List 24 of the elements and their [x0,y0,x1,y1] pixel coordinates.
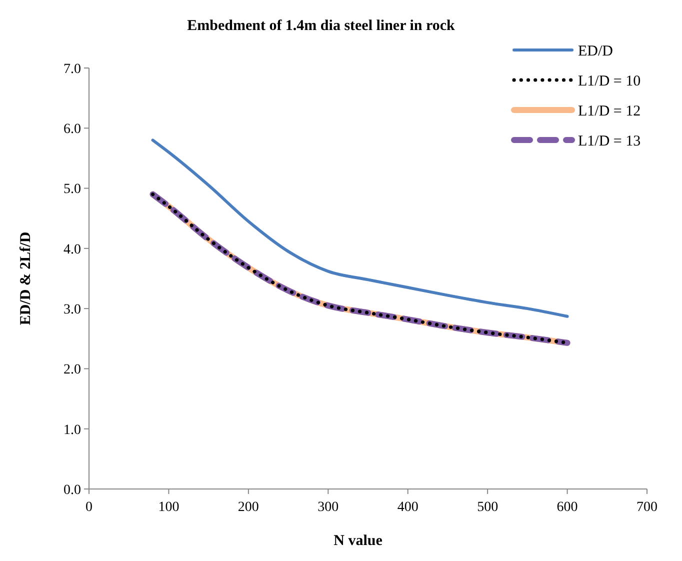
x-tick-label: 700 [636,500,658,515]
x-tick-label: 0 [86,500,92,515]
y-tick-label: 1.0 [64,422,81,438]
chart-title: Embedment of 1.4m dia steel liner in rock [187,18,456,34]
x-tick-label: 300 [318,500,339,515]
x-tick-label: 600 [556,500,578,515]
legend-label: L1/D = 12 [578,103,641,120]
y-tick-label: 3.0 [64,302,81,318]
x-tick-label: 500 [477,500,498,515]
x-tick-label: 400 [397,500,418,515]
y-tick-label: 5.0 [64,182,81,198]
y-axis-title: ED/D & 2Lf/D [18,232,34,326]
y-tick-label: 0.0 [64,482,81,498]
x-tick-label: 100 [158,500,180,515]
line-series [151,138,569,318]
y-tick-label: 2.0 [64,362,81,378]
y-tick-label: 4.0 [64,242,81,258]
legend-label: L1/D = 13 [578,133,641,150]
legend-label: L1/D = 10 [578,73,641,90]
legend-label: ED/D [578,43,614,60]
y-tick-label: 7.0 [64,62,81,77]
x-axis-title: N value [334,533,383,549]
x-tick-label: 200 [238,500,259,515]
y-tick-label: 6.0 [64,122,81,138]
